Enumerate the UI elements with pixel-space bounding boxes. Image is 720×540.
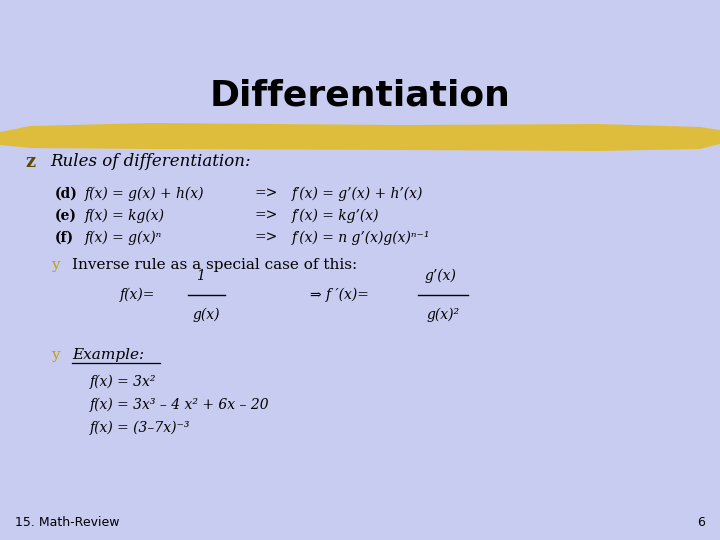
Text: (e): (e)	[55, 209, 77, 223]
Text: y: y	[50, 348, 59, 362]
Text: z: z	[25, 153, 35, 171]
Text: g(x): g(x)	[192, 308, 220, 322]
Text: f(x) = g(x)ⁿ: f(x) = g(x)ⁿ	[85, 231, 162, 245]
Text: f(x) = (3–7x)⁻³: f(x) = (3–7x)⁻³	[90, 421, 191, 435]
Text: Example:: Example:	[72, 348, 144, 362]
Text: 1: 1	[196, 269, 204, 283]
Text: 15. Math-Review: 15. Math-Review	[15, 516, 120, 529]
Text: g’(x): g’(x)	[424, 268, 456, 283]
Text: g(x)²: g(x)²	[426, 308, 459, 322]
Text: f′(x) = kg’(x): f′(x) = kg’(x)	[292, 209, 379, 223]
Text: f(x) = 3x³ – 4 x² + 6x – 20: f(x) = 3x³ – 4 x² + 6x – 20	[90, 398, 269, 412]
Text: f(x) = 3x²: f(x) = 3x²	[90, 375, 156, 389]
Text: =>: =>	[255, 209, 278, 223]
Polygon shape	[0, 123, 720, 151]
Text: y: y	[50, 258, 59, 272]
Text: ⇒ f ′(x)=: ⇒ f ′(x)=	[310, 288, 369, 302]
Text: Differentiation: Differentiation	[210, 78, 510, 112]
Text: f(x) = kg(x): f(x) = kg(x)	[85, 209, 165, 223]
Text: (f): (f)	[55, 231, 74, 245]
Text: (d): (d)	[55, 187, 78, 201]
Text: Inverse rule as a special case of this:: Inverse rule as a special case of this:	[72, 258, 357, 272]
Text: f(x) = g(x) + h(x): f(x) = g(x) + h(x)	[85, 187, 204, 201]
Text: Rules of differentiation:: Rules of differentiation:	[50, 153, 251, 171]
Text: f′(x) = n g’(x)g(x)ⁿ⁻¹: f′(x) = n g’(x)g(x)ⁿ⁻¹	[292, 231, 431, 245]
Text: f(x)=: f(x)=	[120, 288, 155, 302]
Text: f′(x) = g’(x) + h’(x): f′(x) = g’(x) + h’(x)	[292, 187, 423, 201]
Text: =>: =>	[255, 187, 278, 201]
Text: 6: 6	[697, 516, 705, 529]
Text: =>: =>	[255, 231, 278, 245]
